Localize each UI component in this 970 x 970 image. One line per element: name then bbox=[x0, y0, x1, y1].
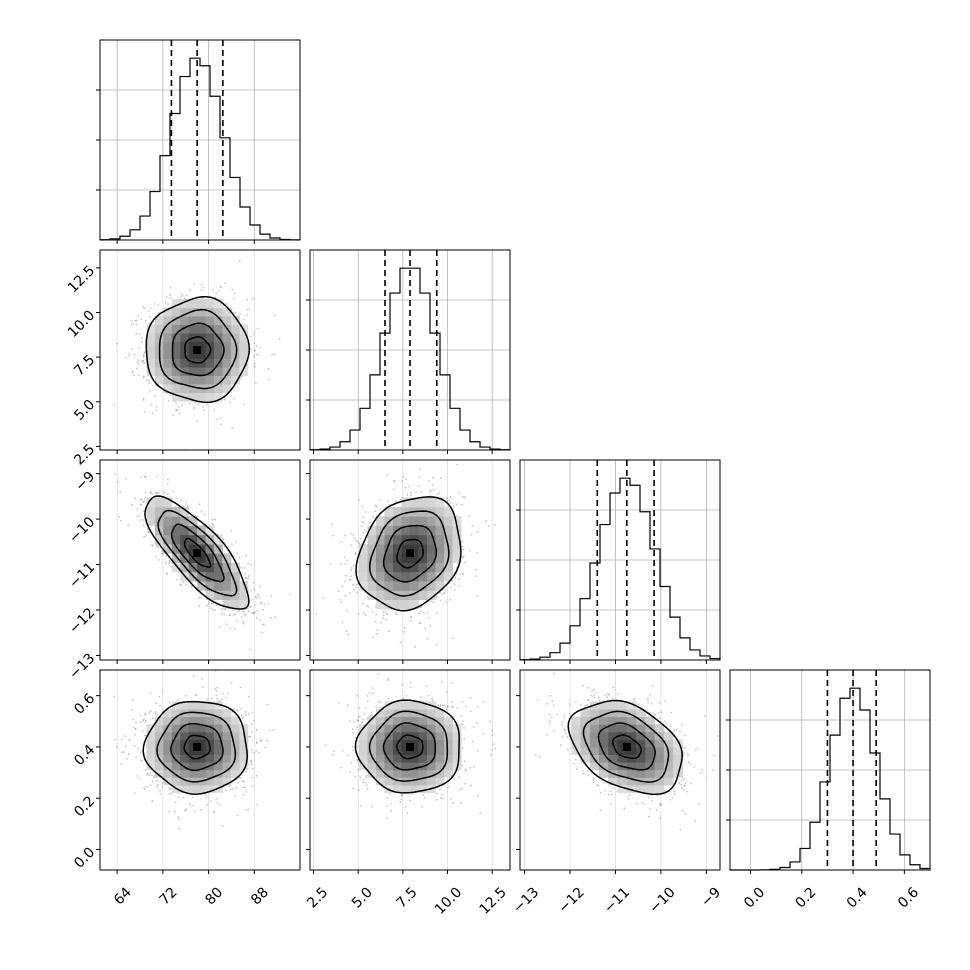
y-tick-label: 7.5 bbox=[71, 352, 98, 379]
histogram-step-0 bbox=[99, 57, 301, 241]
scatter-panel-3-0 bbox=[96, 669, 301, 874]
scatter-points bbox=[315, 463, 496, 648]
contour-3 bbox=[144, 495, 250, 610]
contour-1 bbox=[170, 523, 225, 583]
contour-0 bbox=[611, 734, 642, 760]
scatter-panel-3-2 bbox=[516, 669, 721, 874]
contour-3 bbox=[354, 699, 460, 794]
scatter-points bbox=[324, 670, 497, 820]
contour-1 bbox=[382, 524, 438, 583]
histogram-step-2 bbox=[519, 477, 721, 661]
contour-2 bbox=[158, 308, 238, 390]
x-tick-label: −9 bbox=[698, 884, 724, 910]
y-tick-label: −13 bbox=[66, 650, 98, 682]
panel-frame bbox=[309, 459, 511, 661]
y-tick-label: −12 bbox=[66, 605, 98, 637]
contour-3 bbox=[142, 700, 248, 795]
y-tick-label: 5.0 bbox=[71, 397, 98, 424]
x-tick-label: −11 bbox=[601, 884, 633, 916]
panel-frame bbox=[99, 249, 301, 451]
contour-2 bbox=[368, 710, 449, 782]
panel-frame bbox=[99, 459, 301, 661]
contour-3 bbox=[145, 295, 251, 404]
peak-marker bbox=[406, 549, 414, 558]
x-tick-label: −12 bbox=[556, 884, 588, 916]
panel-frame bbox=[519, 459, 721, 661]
x-tick-label: 7.5 bbox=[394, 884, 421, 911]
panel-frame bbox=[729, 669, 931, 871]
y-tick-label: −9 bbox=[72, 469, 98, 495]
y-tick-label: −11 bbox=[66, 560, 98, 592]
scatter-panel-2-0 bbox=[96, 459, 301, 664]
histogram-step-1 bbox=[309, 267, 511, 451]
contour-0 bbox=[184, 336, 212, 364]
contour-1 bbox=[170, 722, 224, 772]
scatter-panel-3-1 bbox=[306, 669, 511, 874]
y-tick-label: 2.5 bbox=[71, 441, 98, 468]
peak-marker bbox=[193, 742, 202, 751]
panel-frame bbox=[519, 669, 721, 871]
x-tick-label: 0.6 bbox=[895, 884, 922, 911]
x-tick-label: 0.0 bbox=[741, 884, 768, 911]
contour-0 bbox=[396, 538, 424, 569]
y-tick-label: 0.0 bbox=[71, 844, 98, 871]
histogram-panel-3 bbox=[726, 669, 931, 874]
contour-1 bbox=[597, 722, 656, 771]
x-tick-label: 64 bbox=[111, 884, 135, 908]
x-tick-label: 88 bbox=[248, 884, 272, 908]
panel-frame bbox=[309, 669, 511, 871]
x-tick-label: 2.5 bbox=[304, 884, 331, 911]
panel-frame bbox=[99, 39, 301, 241]
x-tick-label: 10.0 bbox=[432, 884, 465, 917]
contour-0 bbox=[183, 734, 211, 760]
y-tick-label: 0.2 bbox=[71, 793, 98, 820]
scatter-points bbox=[113, 260, 281, 450]
contour-3 bbox=[567, 699, 683, 796]
contour-3 bbox=[355, 496, 462, 612]
x-tick-label: 5.0 bbox=[349, 884, 376, 911]
peak-marker bbox=[193, 346, 202, 354]
panel-frame bbox=[309, 249, 511, 451]
y-tick-label: −10 bbox=[66, 514, 98, 546]
x-tick-label: −10 bbox=[646, 884, 678, 916]
x-tick-label: 0.2 bbox=[792, 884, 819, 911]
contour-2 bbox=[157, 509, 238, 597]
x-tick-label: 72 bbox=[157, 884, 181, 908]
histogram-step-3 bbox=[730, 687, 931, 871]
x-tick-label: −13 bbox=[510, 884, 542, 916]
y-tick-label: 0.6 bbox=[71, 691, 98, 718]
histogram-panel-1 bbox=[306, 249, 511, 454]
scatter-panel-2-1 bbox=[306, 459, 511, 664]
contour-2 bbox=[369, 510, 450, 597]
x-tick-label: 0.4 bbox=[844, 884, 871, 911]
contour-2 bbox=[156, 711, 237, 783]
histogram-panel-2 bbox=[516, 459, 721, 664]
x-tick-label: 12.5 bbox=[477, 884, 510, 917]
y-tick-label: 10.0 bbox=[65, 307, 98, 340]
peak-marker bbox=[406, 742, 414, 751]
peak-marker bbox=[193, 549, 202, 558]
contour-0 bbox=[396, 734, 424, 760]
peak-marker bbox=[622, 742, 631, 751]
y-tick-label: 0.4 bbox=[71, 742, 98, 769]
contour-1 bbox=[171, 322, 225, 377]
scatter-panel-1-0 bbox=[96, 249, 301, 454]
contour-0 bbox=[183, 537, 212, 568]
histogram-panel-0 bbox=[96, 39, 301, 244]
panel-frame bbox=[99, 669, 301, 871]
x-tick-label: 80 bbox=[202, 884, 226, 908]
contour-1 bbox=[382, 722, 437, 771]
contour-2 bbox=[582, 710, 670, 783]
y-tick-label: 12.5 bbox=[65, 263, 98, 296]
